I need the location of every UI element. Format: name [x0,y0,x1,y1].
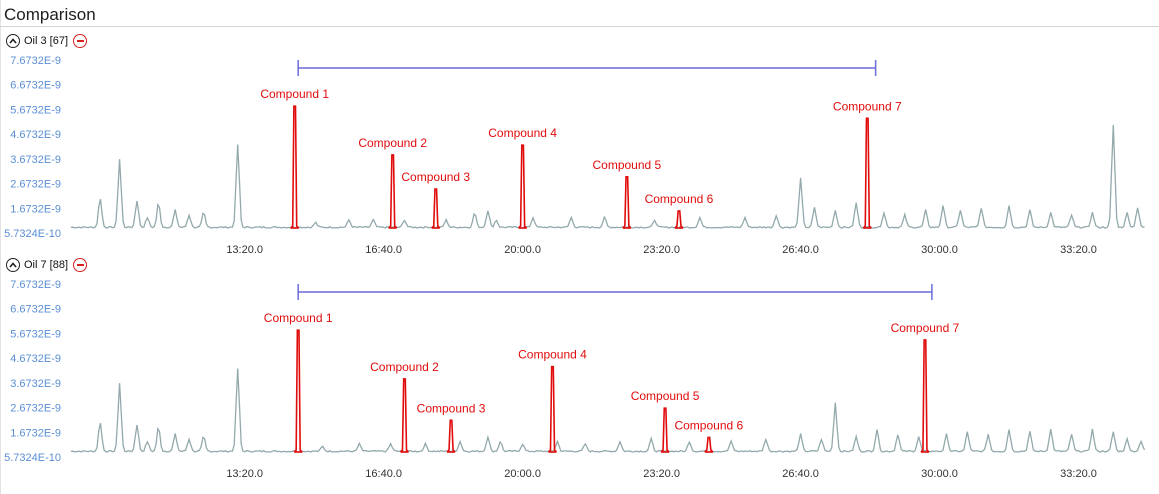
compound-label: Compound 2 [370,360,439,374]
y-tick-label: 5.6732E-9 [10,328,61,340]
y-tick-label: 7.6732E-9 [10,55,61,67]
compound-peak[interactable] [399,378,410,453]
x-tick-label: 30:00.0 [921,468,958,480]
compound-peak[interactable] [446,419,456,453]
x-tick-label: 16:40.0 [365,244,402,256]
compound-label: Compound 4 [518,348,587,362]
compound-label: Compound 7 [833,99,902,113]
window-title: Comparison [4,5,96,24]
y-tick-label: 2.6732E-9 [10,403,61,415]
compound-peak[interactable] [290,105,300,229]
y-tick-label: 5.7324E-10 [4,452,61,464]
compound-peak[interactable] [293,329,303,453]
y-tick-label: 4.6732E-9 [10,129,61,141]
chromatogram-chart[interactable]: 5.7324E-10 1.6732E-9 2.6732E-9 3.6732E-9 4.6… [0,275,1159,483]
y-tick-label: 7.6732E-9 [10,279,61,291]
minus-circle-icon[interactable] [73,258,88,272]
x-tick-label: 23:20.0 [643,468,680,480]
compound-peak[interactable] [518,144,528,229]
compound-peak[interactable] [704,436,714,453]
y-tick-label: 3.6732E-9 [10,154,61,166]
sample-label: Oil 7 [88] [24,259,69,271]
compound-label: Compound 1 [264,311,333,325]
sample-label: Oil 3 [67] [24,35,69,47]
compound-peak[interactable] [547,365,558,453]
compound-label: Compound 6 [674,418,743,432]
chromatogram-chart[interactable]: 5.7324E-10 1.6732E-9 2.6732E-9 3.6732E-9 4.6… [0,51,1159,259]
y-tick-label: 4.6732E-9 [10,353,61,365]
panel-header: Oil 7 [88] [6,257,88,273]
chromatogram-trace [70,124,1145,229]
compound-label: Compound 1 [260,87,329,101]
chromatogram-panel-oil-3: Oil 3 [67] 5.7324E-10 1.6732E-9 2.6732E-9 3… [0,33,1159,259]
x-tick-label: 16:40.0 [365,468,402,480]
compound-label: Compound 7 [891,321,960,335]
compound-peak[interactable] [920,339,930,453]
compound-peak[interactable] [660,407,670,453]
compound-peak[interactable] [431,188,441,229]
compound-peak[interactable] [622,176,632,229]
compound-label: Compound 5 [631,389,700,403]
compound-label: Compound 3 [401,170,470,184]
chromatogram-trace [70,368,1146,453]
x-tick-label: 23:20.0 [643,244,680,256]
chromatogram-panel-oil-7: Oil 7 [88] 5.7324E-10 1.6732E-9 2.6732E-9 3… [0,257,1159,483]
x-tick-label: 30:00.0 [921,244,958,256]
compound-label: Compound 2 [358,136,427,150]
chevron-up-icon[interactable] [6,258,20,272]
chevron-up-icon[interactable] [6,34,20,48]
range-bracket[interactable] [297,284,933,300]
panel-header: Oil 3 [67] [6,33,88,49]
y-tick-label: 2.6732E-9 [10,179,61,191]
x-tick-label: 33:20.0 [1060,468,1097,480]
compound-label: Compound 6 [645,192,714,206]
y-tick-label: 5.7324E-10 [4,228,61,240]
x-tick-label: 26:40.0 [782,244,819,256]
range-bracket[interactable] [297,60,877,76]
compound-label: Compound 3 [417,401,486,415]
compound-label: Compound 4 [488,126,557,140]
x-tick-label: 13:20.0 [226,468,263,480]
y-tick-label: 5.6732E-9 [10,104,61,116]
x-tick-label: 13:20.0 [226,244,263,256]
compound-label: Compound 5 [592,158,661,172]
window-left-border [0,0,1,494]
x-tick-label: 26:40.0 [782,468,819,480]
y-tick-label: 1.6732E-9 [10,427,61,439]
compound-peak[interactable] [388,154,398,229]
y-tick-label: 1.6732E-9 [10,203,61,215]
x-tick-label: 20:00.0 [504,468,541,480]
x-tick-label: 33:20.0 [1060,244,1097,256]
y-tick-label: 6.6732E-9 [10,304,61,316]
y-tick-label: 3.6732E-9 [10,378,61,390]
compound-peak[interactable] [674,210,684,229]
title-divider [0,26,1159,27]
x-tick-label: 20:00.0 [504,244,541,256]
minus-circle-icon[interactable] [73,34,88,48]
compound-peak[interactable] [862,117,872,229]
y-tick-label: 6.6732E-9 [10,80,61,92]
